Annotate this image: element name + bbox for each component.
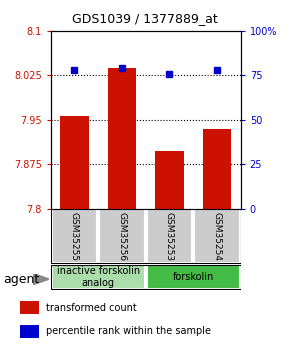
Text: agent: agent bbox=[3, 273, 39, 286]
Bar bbox=[20, 325, 39, 338]
Text: GSM35254: GSM35254 bbox=[213, 212, 222, 261]
Text: GDS1039 / 1377889_at: GDS1039 / 1377889_at bbox=[72, 12, 218, 25]
Text: percentile rank within the sample: percentile rank within the sample bbox=[46, 326, 211, 336]
Text: GSM35253: GSM35253 bbox=[165, 212, 174, 261]
FancyBboxPatch shape bbox=[52, 209, 97, 263]
Bar bbox=[155, 151, 184, 209]
Bar bbox=[20, 301, 39, 314]
Text: forskolin: forskolin bbox=[173, 272, 214, 282]
FancyBboxPatch shape bbox=[194, 209, 240, 263]
Bar bbox=[203, 129, 231, 209]
FancyBboxPatch shape bbox=[52, 265, 145, 288]
FancyBboxPatch shape bbox=[147, 265, 240, 288]
Text: transformed count: transformed count bbox=[46, 303, 136, 313]
FancyBboxPatch shape bbox=[147, 209, 192, 263]
FancyBboxPatch shape bbox=[99, 209, 145, 263]
Text: inactive forskolin
analog: inactive forskolin analog bbox=[57, 266, 140, 288]
Bar bbox=[60, 116, 89, 209]
Text: GSM35255: GSM35255 bbox=[70, 212, 79, 261]
Bar bbox=[108, 68, 136, 209]
Text: GSM35256: GSM35256 bbox=[117, 212, 126, 261]
Polygon shape bbox=[33, 274, 49, 285]
